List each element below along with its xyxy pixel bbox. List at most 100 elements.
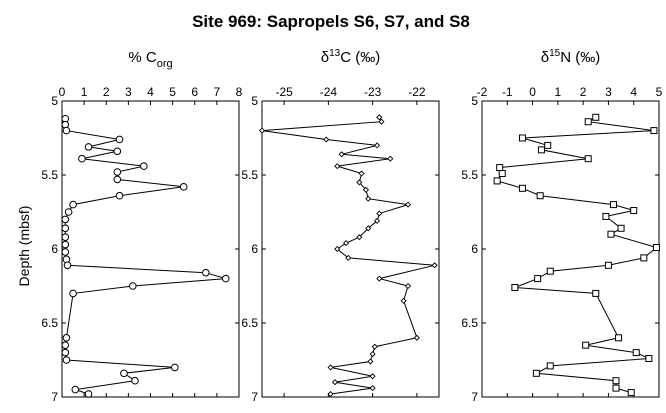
data-point	[61, 224, 70, 233]
data-point	[612, 377, 620, 385]
data-point	[334, 163, 341, 170]
x-axis-title-superscript: 15	[549, 48, 561, 59]
data-point	[61, 341, 70, 350]
data-point	[338, 151, 345, 158]
data-point	[131, 376, 139, 385]
data-point	[374, 142, 381, 149]
data-point	[617, 224, 625, 232]
data-point	[140, 162, 148, 170]
data-point	[78, 154, 86, 163]
plot-frame	[481, 100, 660, 398]
data-point	[518, 134, 526, 142]
y-tick-label: 5	[471, 94, 478, 108]
data-point	[221, 274, 230, 283]
x-tick-label: -23	[364, 85, 382, 99]
x-tick-label: 4	[630, 85, 637, 99]
data-point	[115, 191, 124, 200]
data-point	[367, 358, 374, 365]
data-point	[334, 245, 341, 253]
series-line	[496, 116, 658, 394]
x-tick-label: 1	[81, 85, 88, 99]
data-point	[630, 207, 638, 215]
x-tick-label: -25	[275, 85, 293, 99]
data-point	[345, 254, 352, 261]
x-axis-title-suffix: C (‰)	[340, 49, 380, 66]
x-tick-label: 3	[125, 85, 132, 99]
data-point	[362, 186, 370, 193]
data-point	[84, 143, 93, 151]
x-tick-label: 2	[580, 85, 587, 99]
x-axis-title: δ13C (‰)	[321, 48, 380, 66]
data-point	[61, 233, 70, 241]
x-tick-label: -24	[320, 85, 338, 99]
y-tick-label: 5.5	[41, 168, 58, 182]
x-axis-title-superscript: 13	[329, 48, 341, 59]
data-point	[612, 384, 620, 392]
panel-2: -25 -24 -23 -22 5 5.5 6 6.5 7 δ13C (‰)	[241, 48, 440, 404]
data-point	[84, 390, 93, 398]
data-point	[369, 385, 376, 392]
data-point	[365, 225, 372, 232]
figure-title: Site 969: Sapropels S6, S7, and S8	[192, 12, 470, 31]
data-point	[61, 240, 70, 249]
data-point	[115, 135, 124, 144]
data-point	[604, 261, 612, 269]
data-point	[404, 282, 412, 290]
data-point	[62, 356, 71, 364]
data-point	[113, 175, 122, 184]
data-point	[602, 212, 610, 220]
data-point	[63, 261, 72, 270]
data-point	[374, 217, 381, 224]
y-tick-label: 6	[471, 242, 478, 256]
data-point	[376, 275, 383, 282]
data-point	[171, 363, 179, 372]
data-point	[365, 195, 372, 202]
x-tick-label: -22	[408, 85, 426, 99]
depth-axis-label: Depth (mbsf)	[16, 206, 32, 287]
data-point	[358, 170, 365, 177]
y-tick-label: 6.5	[41, 316, 58, 330]
x-tick-label: -2	[477, 85, 488, 99]
panel-3: -2 -1 0 1 2 3 4 5 5 5.5 6 6.5 7 δ15N (‰)	[461, 48, 662, 404]
data-point	[592, 113, 600, 121]
data-point	[61, 215, 70, 224]
data-point	[343, 240, 350, 247]
x-tick-label: 1	[555, 85, 562, 99]
x-axis-title: δ15N (‰)	[541, 48, 600, 66]
data-point	[400, 297, 407, 304]
data-point	[62, 334, 71, 342]
data-point	[493, 177, 501, 185]
x-tick-label: 5	[169, 85, 176, 99]
x-tick-label: 7	[214, 85, 221, 99]
data-point	[413, 334, 420, 341]
data-point	[69, 289, 77, 298]
data-point	[369, 373, 376, 380]
data-point	[202, 268, 210, 277]
x-axis-title-suffix: N (‰)	[560, 49, 600, 66]
data-point	[632, 349, 640, 357]
data-point	[536, 192, 544, 200]
data-point	[323, 136, 330, 143]
data-point	[64, 208, 73, 216]
y-tick-label: 5.5	[461, 168, 478, 182]
data-point	[376, 114, 383, 121]
y-tick-label: 6	[51, 242, 58, 256]
data-point	[645, 355, 653, 363]
data-point	[584, 118, 592, 126]
data-point	[496, 164, 504, 172]
data-point	[584, 155, 592, 163]
data-point	[640, 254, 648, 262]
y-tick-label: 6	[251, 242, 258, 256]
data-point	[179, 183, 188, 191]
data-point	[592, 289, 600, 297]
data-point	[258, 127, 266, 134]
x-axis-title-main: % C	[128, 49, 157, 66]
data-point	[537, 146, 545, 154]
x-tick-label: 6	[191, 85, 198, 99]
data-point	[356, 234, 363, 241]
data-point	[615, 334, 623, 342]
data-point	[582, 341, 590, 349]
y-tick-label: 6.5	[461, 316, 478, 330]
y-tick-label: 5.5	[241, 168, 258, 182]
